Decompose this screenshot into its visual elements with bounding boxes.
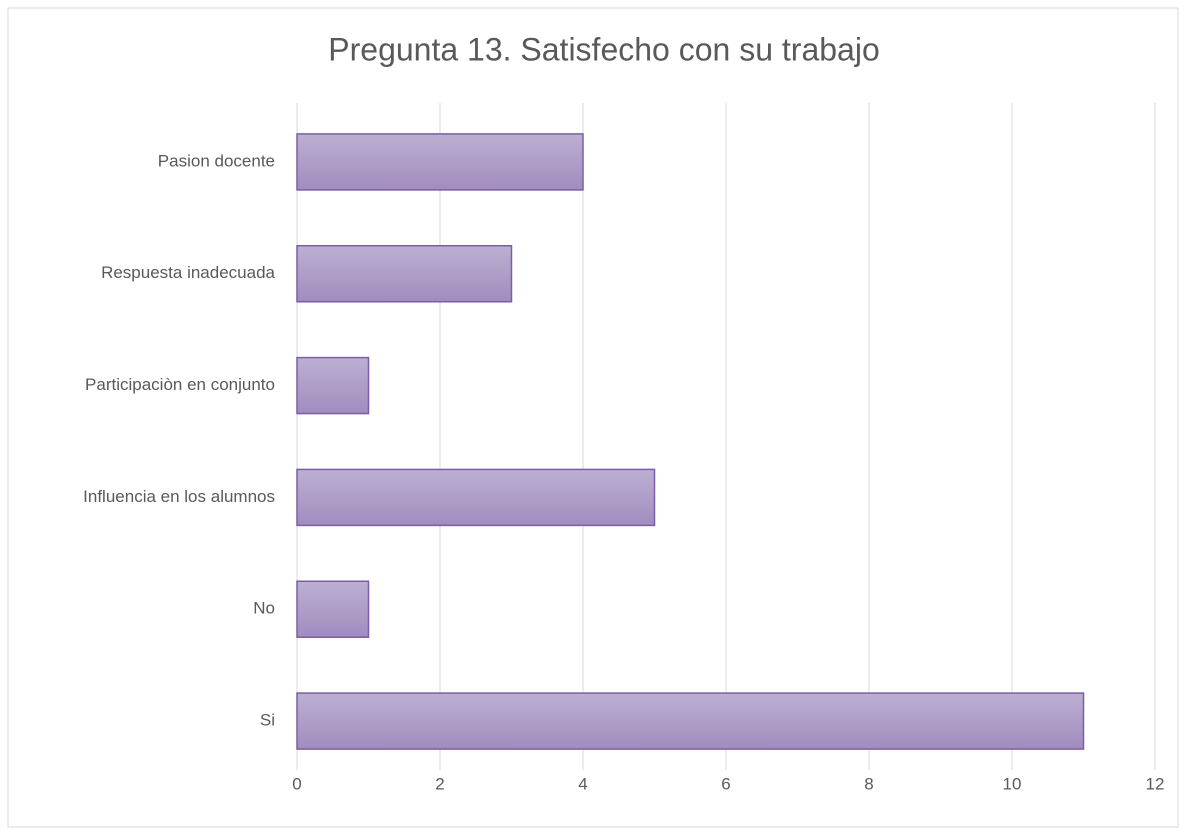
x-tick-label: 4 (578, 774, 587, 793)
y-tick-label: Si (260, 711, 275, 730)
x-tick-label: 6 (721, 774, 730, 793)
y-tick-label: No (253, 599, 275, 618)
y-tick-label: Influencia en los alumnos (83, 487, 275, 506)
bar (296, 468, 656, 527)
x-tick-label: 8 (864, 774, 873, 793)
bar (296, 245, 513, 303)
x-tick-label: 12 (1146, 774, 1165, 793)
bar (296, 692, 1085, 750)
y-tick-label: Respuesta inadecuada (101, 263, 275, 282)
chart-border (7, 7, 1179, 828)
bar (296, 356, 370, 415)
bar (296, 133, 584, 191)
bar (296, 580, 370, 638)
chart-title: Pregunta 13. Satisfecho con su trabajo (328, 31, 879, 67)
x-tick-label: 2 (435, 774, 444, 793)
x-tick-label: 0 (292, 774, 301, 793)
x-tick-label: 10 (1003, 774, 1022, 793)
y-tick-label: Pasion docente (158, 151, 275, 170)
y-tick-label: Participaciòn en conjunto (85, 375, 275, 394)
